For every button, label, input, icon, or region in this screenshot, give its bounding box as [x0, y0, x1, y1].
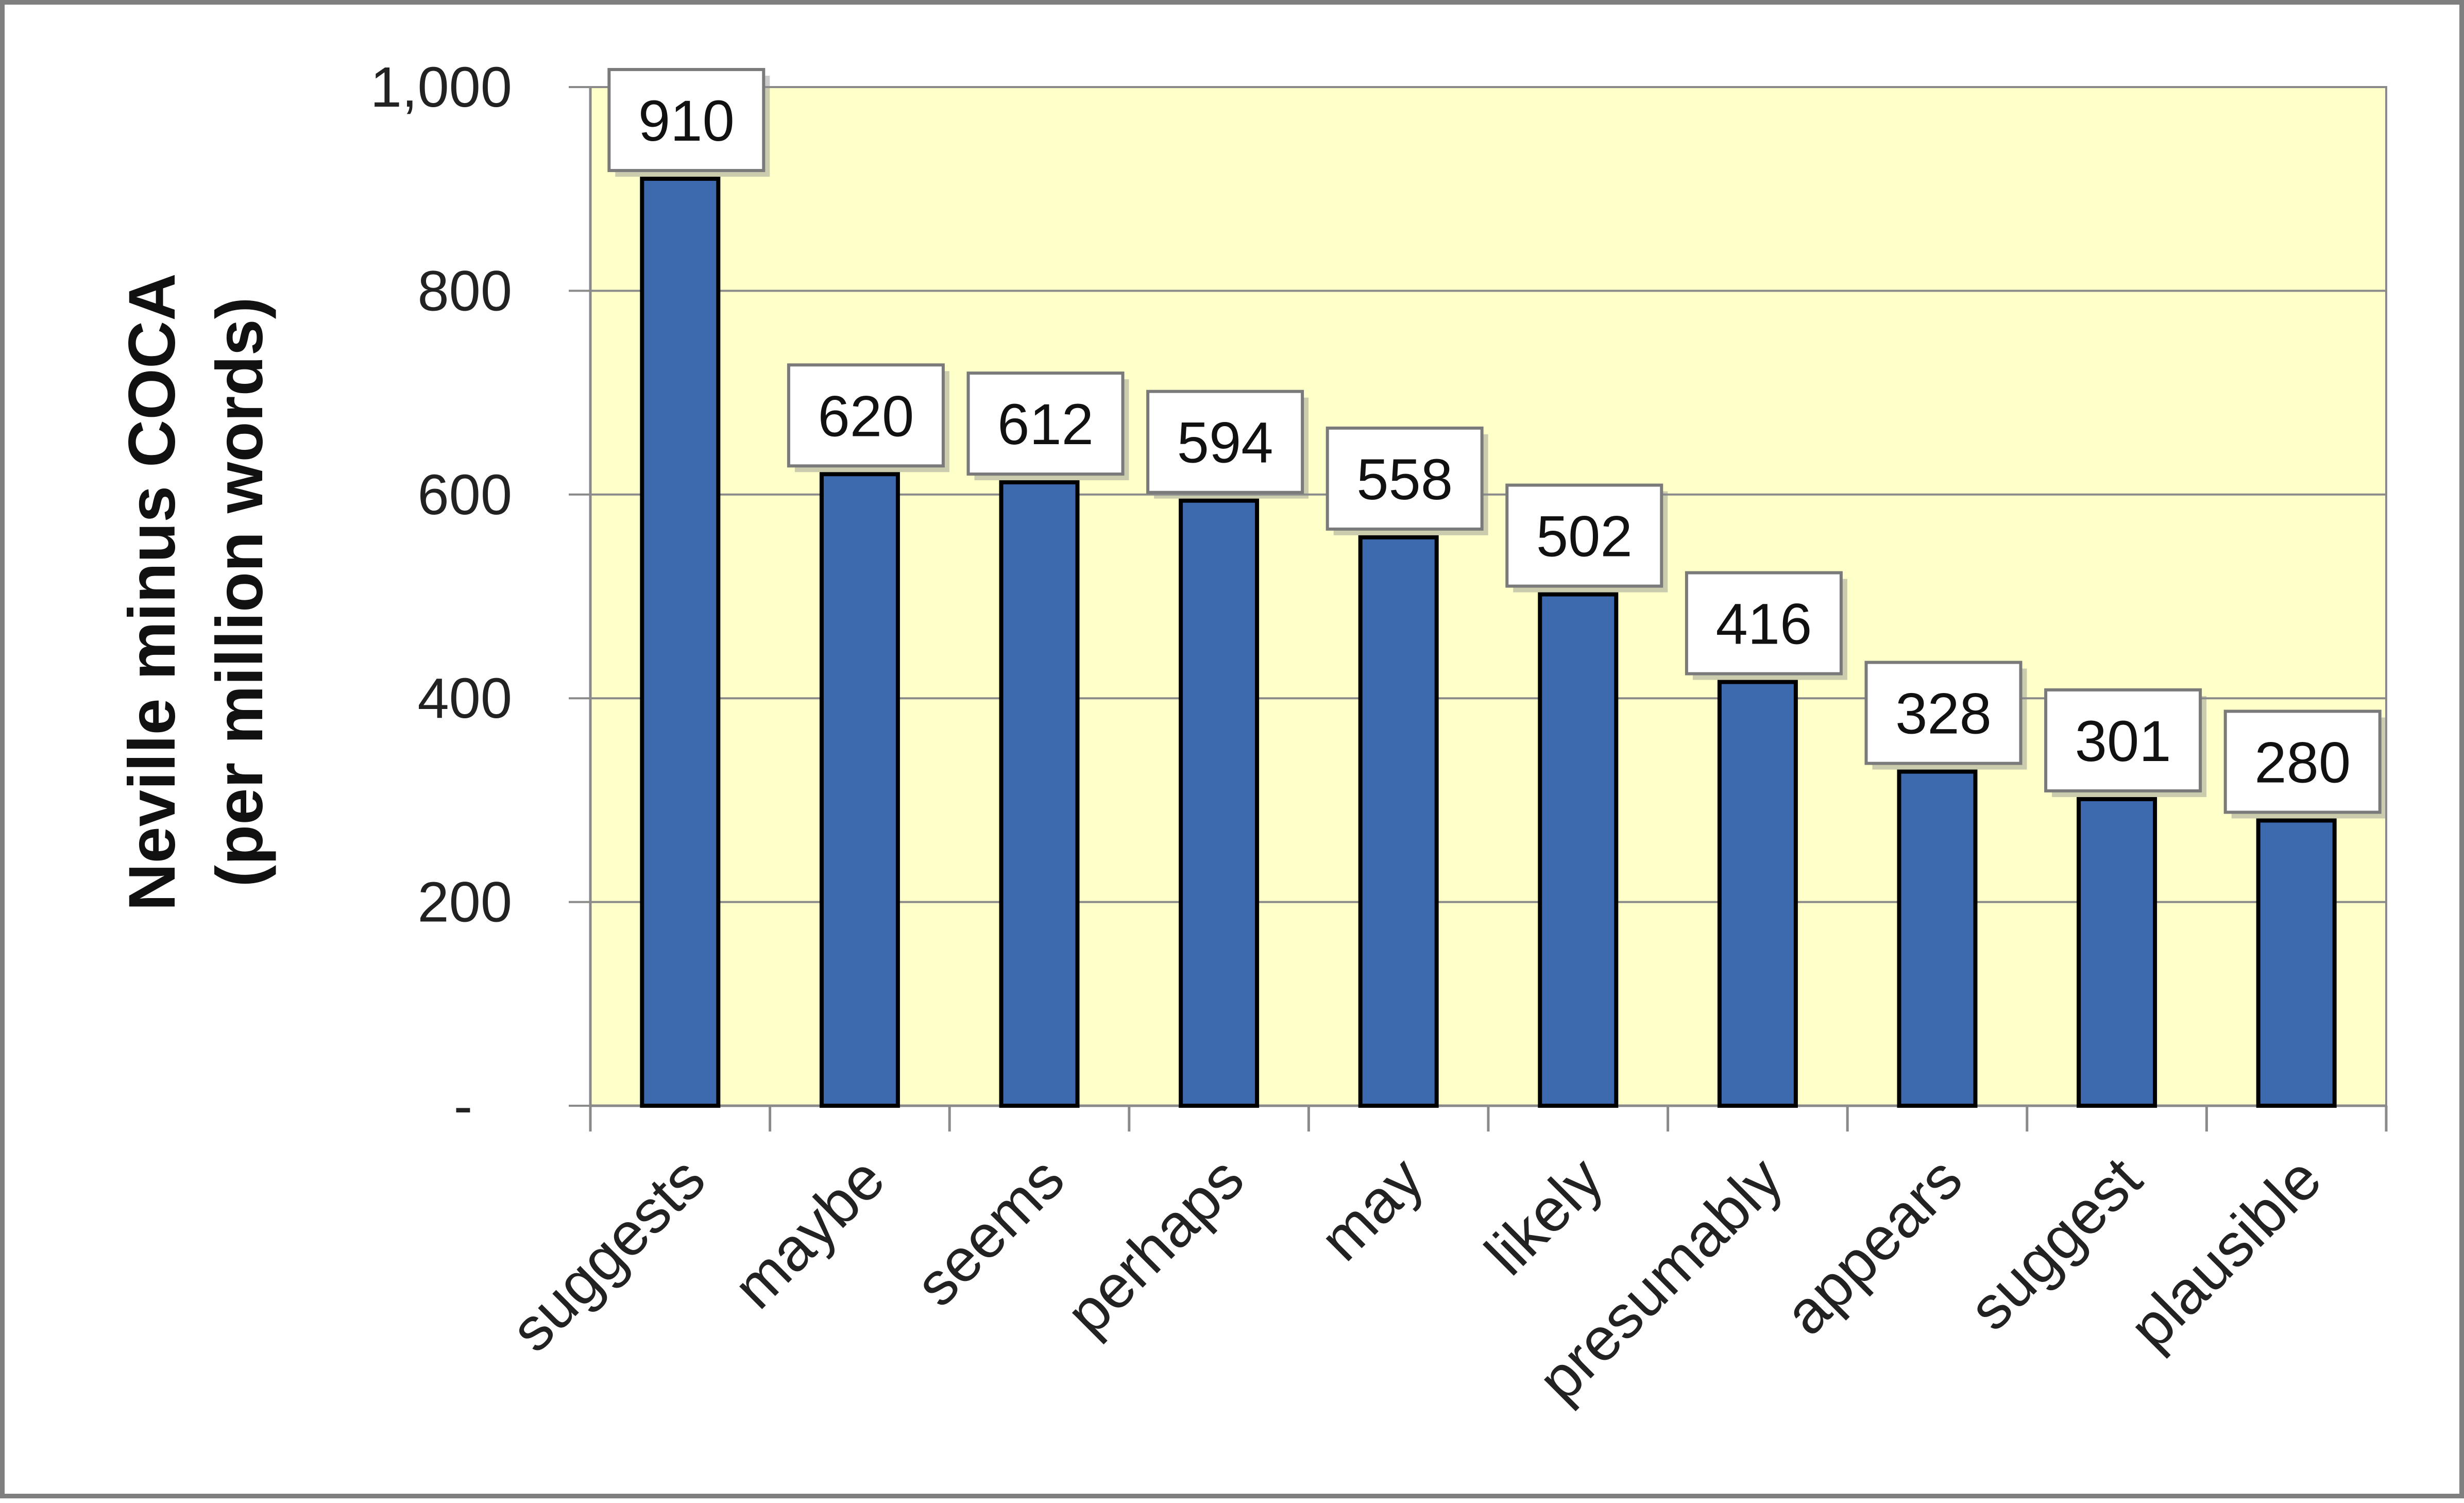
data-label-text: 280 — [2254, 730, 2351, 795]
data-label-appears: 328 — [1864, 661, 2027, 770]
category-label-may: may — [1307, 1144, 1436, 1274]
data-label-text: 328 — [1895, 682, 1992, 746]
y-tick-label: 1,000 — [370, 56, 512, 119]
data-label-presumably: 416 — [1685, 571, 1847, 680]
category-label-seems: seems — [903, 1144, 1077, 1319]
bar-plausible — [2256, 818, 2337, 1108]
y-tick-label: - — [454, 1074, 473, 1138]
data-label-box — [966, 371, 1125, 476]
data-label-box — [787, 363, 945, 468]
data-label-box — [1685, 571, 1843, 675]
bar-suggests — [640, 176, 721, 1108]
category-label-likely: likely — [1472, 1144, 1616, 1288]
category-label-plausible: plausible — [2116, 1144, 2334, 1362]
bar-may — [1358, 535, 1439, 1108]
data-label-plausible: 280 — [2223, 710, 2386, 819]
category-label-perhaps: perhaps — [1053, 1144, 1257, 1348]
bar-suggest — [2077, 797, 2157, 1108]
bars — [640, 176, 2337, 1108]
data-label-box — [1864, 661, 2023, 765]
category-label-maybe: maybe — [720, 1144, 897, 1322]
data-label-box — [1146, 390, 1304, 494]
y-axis-sublabel: (per million words) — [203, 297, 277, 887]
data-label-box — [2044, 688, 2202, 792]
y-tick-label: 800 — [417, 259, 512, 323]
data-label-box — [1505, 483, 1663, 588]
y-tick-label: 400 — [417, 667, 512, 730]
data-label-text: 612 — [997, 392, 1094, 457]
category-label-appears: appears — [1772, 1144, 1975, 1348]
data-label-text: 620 — [818, 384, 914, 448]
data-label-seems: 612 — [966, 371, 1129, 481]
y-tick-label: 200 — [417, 871, 512, 934]
bar-maybe — [819, 472, 900, 1108]
y-tick-label: 600 — [417, 463, 512, 527]
y-tick-labels: - 200 400 600 800 1,000 — [370, 56, 512, 1138]
data-label-text: 301 — [2075, 709, 2171, 773]
data-label-suggests: 910 — [607, 67, 770, 177]
data-label-text: 910 — [638, 89, 735, 153]
bar-presumably — [1717, 680, 1798, 1108]
bar-appears — [1897, 769, 1978, 1108]
data-label-text: 558 — [1356, 447, 1453, 512]
data-labels: 910 620 612 594 558 502 416 328 301 280 — [607, 67, 2386, 819]
data-label-maybe: 620 — [787, 363, 949, 472]
data-label-perhaps: 594 — [1146, 390, 1309, 499]
y-axis-title: Neville minus COCA (per million words) — [115, 273, 277, 911]
data-label-suggest: 301 — [2044, 688, 2207, 797]
data-label-box — [607, 67, 766, 172]
y-axis-label: Neville minus COCA — [115, 273, 189, 911]
data-label-box — [2223, 710, 2382, 814]
category-label-suggests: suggests — [498, 1144, 718, 1364]
bar-chart: 910 620 612 594 558 502 416 328 301 280 - 200 400 60… — [115, 56, 2388, 1415]
data-label-box — [1326, 426, 1484, 531]
data-label-may: 558 — [1326, 426, 1488, 535]
data-label-text: 594 — [1177, 411, 1273, 475]
data-label-likely: 502 — [1505, 483, 1668, 593]
data-label-text: 416 — [1715, 592, 1812, 656]
bar-perhaps — [1179, 498, 1260, 1108]
bar-likely — [1538, 592, 1619, 1108]
data-label-text: 502 — [1536, 504, 1633, 569]
bar-seems — [999, 480, 1080, 1108]
